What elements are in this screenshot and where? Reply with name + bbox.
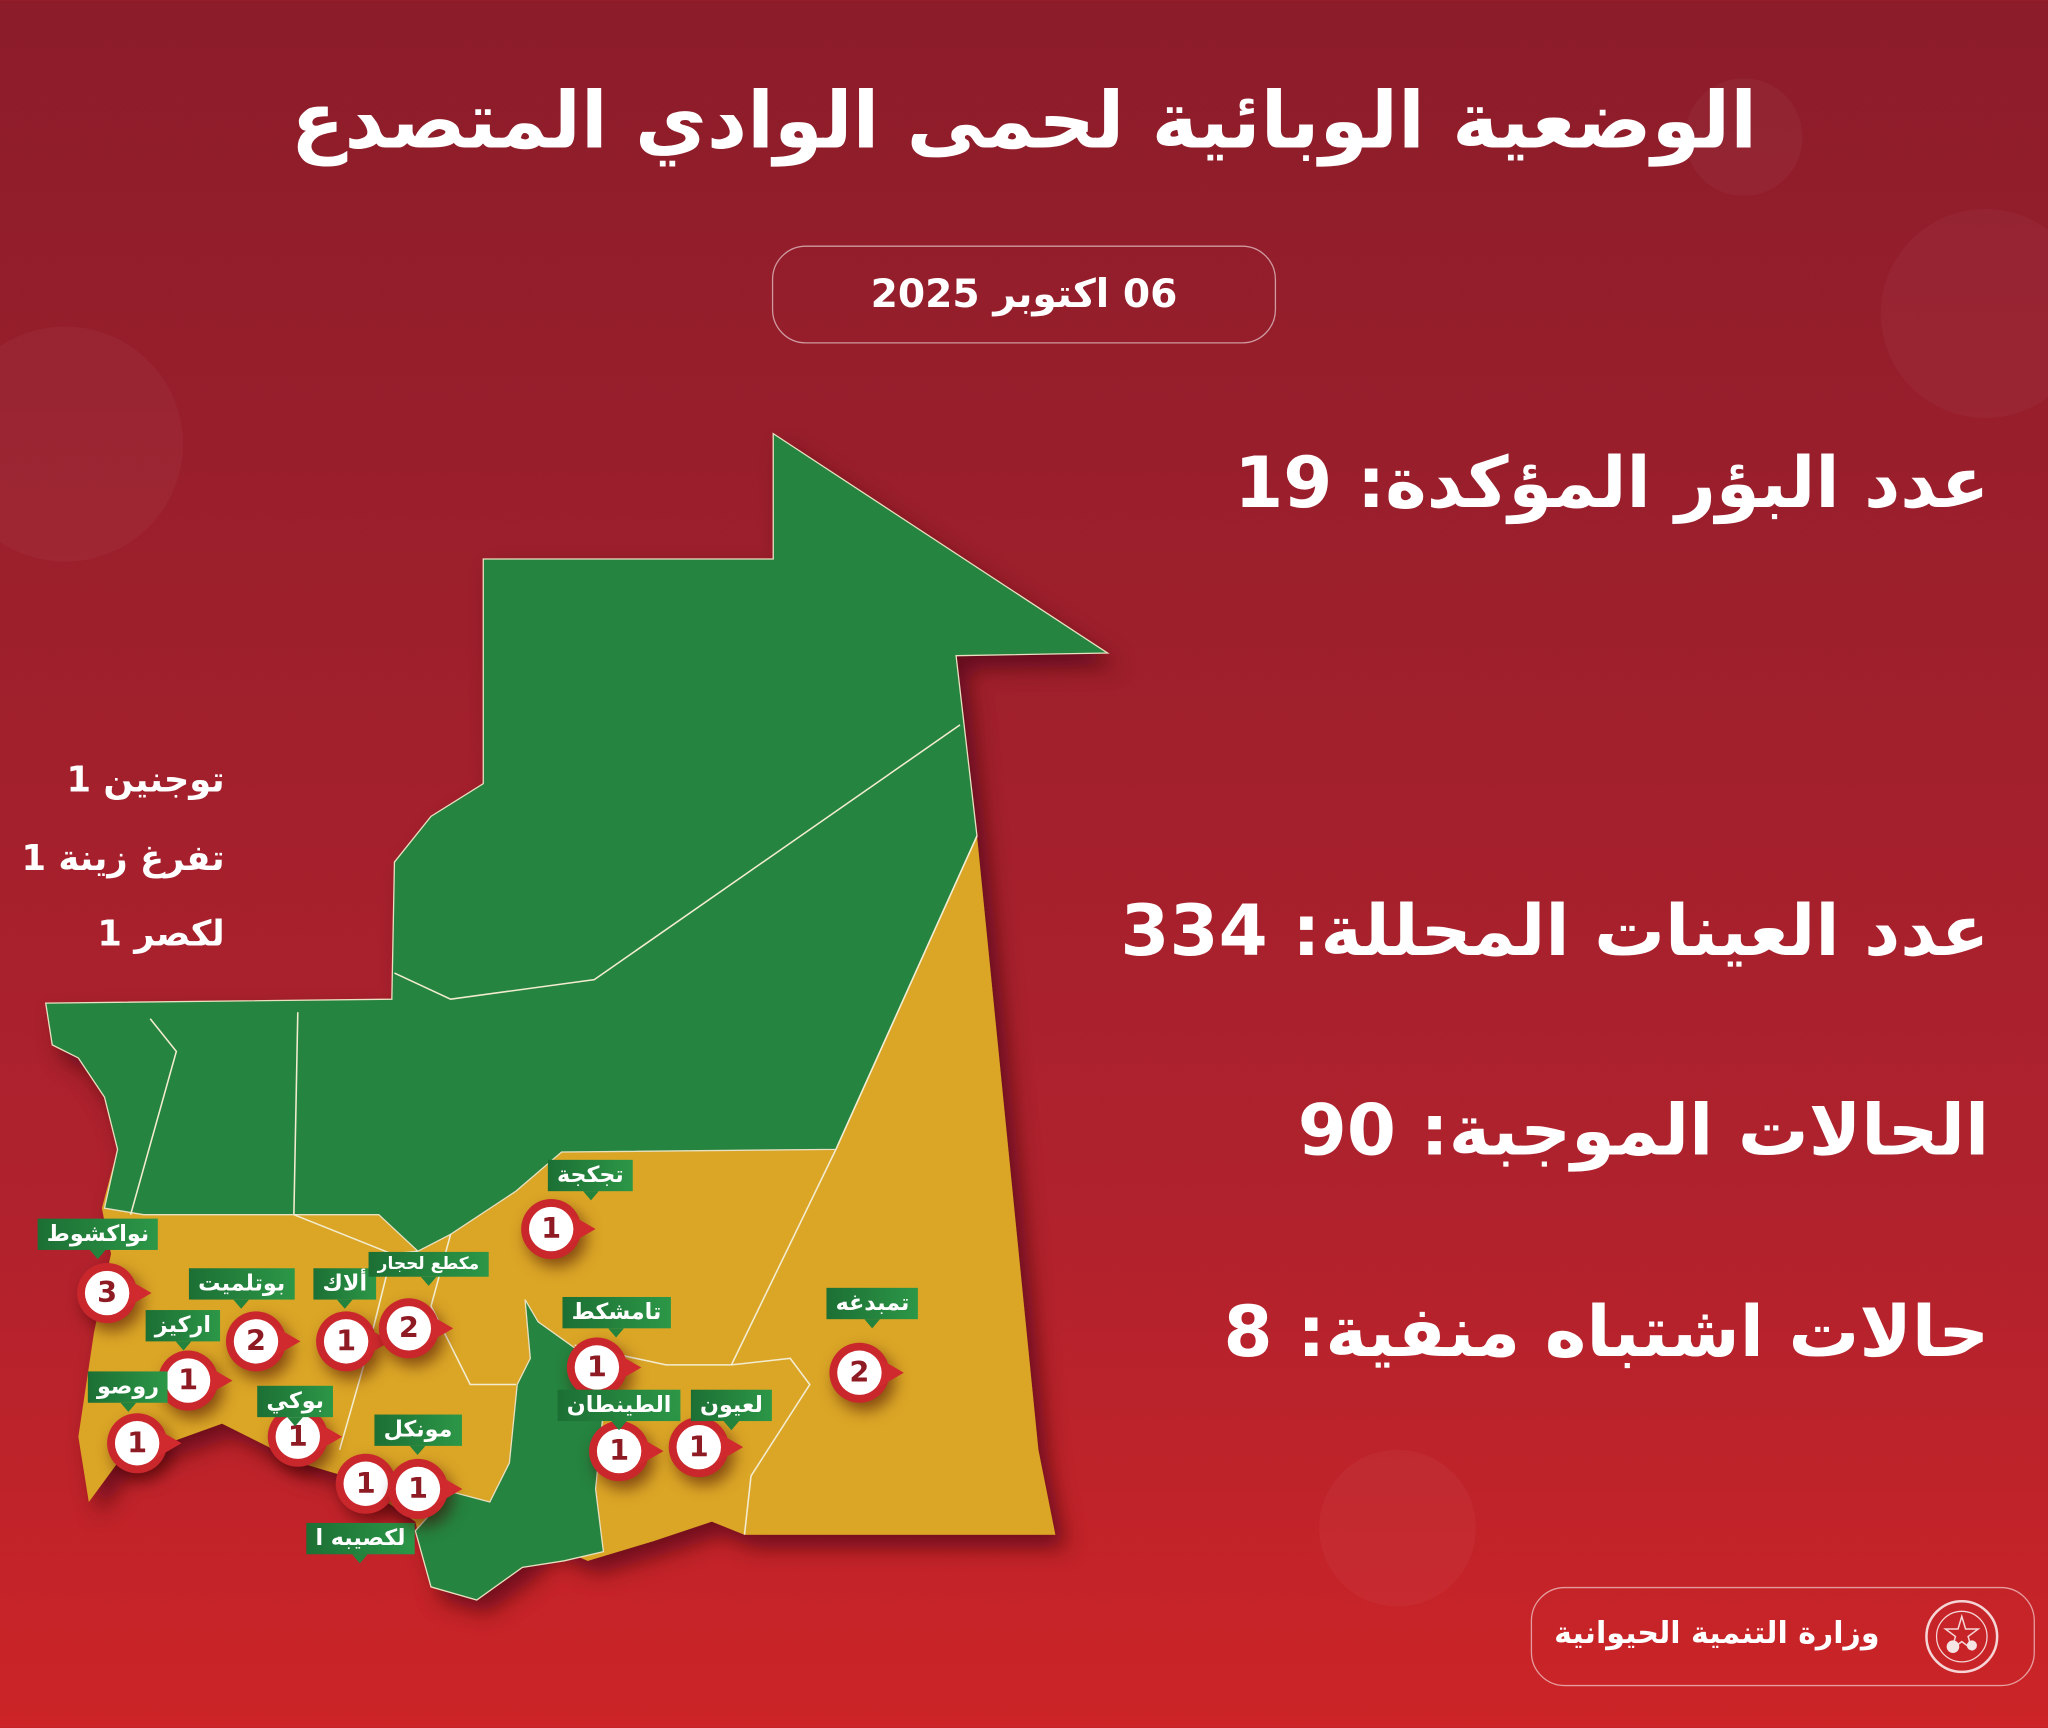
page-title: الوضعية الوبائية لحمى الوادي المتصدع	[290, 75, 1758, 168]
marker-label: ألاك	[313, 1268, 377, 1309]
marker-label: مونكل	[374, 1414, 462, 1456]
marker-label: بوكي	[257, 1385, 334, 1427]
stat-value: 334	[1120, 889, 1268, 972]
stat-label: حالات اشتباه منفية:	[1297, 1290, 1990, 1373]
side-item-name: لكصر	[134, 914, 225, 955]
marker-count: 2	[386, 1306, 432, 1351]
marker-count: 1	[165, 1358, 211, 1403]
stat-label: عدد العينات المحللة:	[1292, 889, 1990, 972]
marker-count: 2	[233, 1319, 279, 1364]
marker-count: 1	[596, 1428, 642, 1474]
marker-label: لكصيبه ا	[306, 1522, 415, 1564]
side-item-name: تفرغ زينة	[58, 838, 225, 880]
marker-label: بوتلميت	[188, 1268, 295, 1309]
stat-label: الحالات الموجبة:	[1420, 1089, 1990, 1172]
marker-count: 1	[275, 1414, 320, 1459]
marker-count: 2	[837, 1350, 882, 1395]
marker-label: لعيون	[690, 1389, 772, 1431]
side-item-count: 1	[97, 914, 122, 955]
ministry-badge: وزارة التنمية الحيوانية	[1530, 1586, 2035, 1687]
marker-label: تامشكط	[562, 1296, 671, 1338]
marker-count: 1	[528, 1206, 574, 1252]
ministry-name: وزارة التنمية الحيوانية	[1554, 1616, 1880, 1651]
marker-count: 3	[84, 1270, 130, 1316]
marker-label: تجكجة	[547, 1159, 633, 1201]
side-item-count: 1	[66, 760, 92, 801]
marker-count: 1	[323, 1319, 369, 1364]
marker-count: 1	[676, 1424, 721, 1470]
date-badge: 06 اكتوبر 2025	[771, 245, 1277, 344]
side-list-item: لكصر 1	[97, 914, 224, 954]
marker-label: روصو	[87, 1371, 169, 1412]
marker-count: 1	[395, 1466, 441, 1512]
stat-positive-cases: الحالات الموجبة: 90	[1298, 1089, 1989, 1171]
marker-label: الطينطان	[557, 1389, 681, 1431]
marker-label: نواكشوط	[37, 1218, 159, 1260]
marker-count: 1	[574, 1345, 620, 1390]
stat-confirmed-foci: عدد البؤر المؤكدة: 19	[1234, 441, 1989, 523]
marker-count: 1	[343, 1461, 388, 1506]
side-list-item: تفرغ زينة 1	[22, 839, 225, 879]
ministry-seal-icon	[1925, 1599, 1999, 1674]
stat-value: 19	[1234, 441, 1333, 524]
side-item-count: 1	[21, 838, 47, 880]
stat-label: عدد البؤر المؤكدة:	[1356, 441, 1990, 524]
stat-value: 90	[1297, 1089, 1396, 1172]
side-item-name: توجنين	[103, 760, 225, 801]
stat-value: 8	[1223, 1290, 1273, 1373]
stat-samples-analyzed: عدد العينات المحللة: 334	[1120, 889, 1989, 971]
marker-label: اركيز	[145, 1310, 221, 1351]
side-list-item: توجنين 1	[67, 760, 225, 800]
stat-negative-suspected: حالات اشتباه منفية: 8	[1224, 1290, 1990, 1372]
marker-label: تمبدغه	[826, 1287, 919, 1329]
region-borders	[129, 724, 978, 1535]
marker-count: 1	[114, 1421, 160, 1466]
marker-label: مكطع لحجار	[368, 1251, 489, 1286]
